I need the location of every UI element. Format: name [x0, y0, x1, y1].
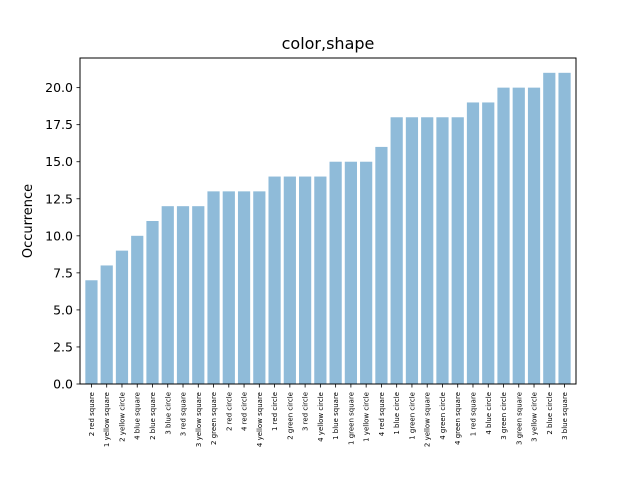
- bar-31: [543, 72, 556, 384]
- x-tick-label: 3 blue square: [561, 392, 569, 440]
- bar-9: [207, 191, 220, 384]
- bar-6: [161, 206, 174, 384]
- x-tick-label: 2 green circle: [286, 392, 294, 440]
- x-tick-label: 3 red circle: [302, 392, 310, 431]
- y-tick-label: 7.5: [53, 265, 73, 280]
- x-tick-label: 2 red circle: [225, 392, 233, 431]
- y-tick-label: 0.0: [53, 377, 73, 392]
- bar-1: [85, 280, 98, 384]
- bar-27: [482, 102, 495, 384]
- bar-16: [314, 176, 327, 384]
- bars-group: [85, 72, 571, 385]
- y-tick-label: 17.5: [45, 117, 73, 132]
- x-tick-label: 3 green square: [515, 392, 523, 445]
- bar-19: [360, 161, 373, 384]
- x-tick-label: 4 red square: [378, 392, 386, 436]
- y-tick-label: 2.5: [53, 339, 73, 354]
- y-tick-label: 15.0: [45, 154, 73, 169]
- x-tick-label: 4 blue circle: [485, 392, 493, 435]
- y-tick-label: 20.0: [45, 80, 73, 95]
- bar-28: [497, 87, 510, 384]
- bar-22: [405, 117, 419, 385]
- x-tick-label: 2 green square: [210, 392, 218, 445]
- x-tick-label: 1 blue circle: [393, 392, 401, 435]
- x-tick-label: 1 red square: [469, 392, 477, 436]
- y-tick-label: 5.0: [53, 302, 73, 317]
- x-tick-label: 2 yellow square: [424, 392, 432, 447]
- x-tick-label: 1 green square: [347, 392, 355, 445]
- bar-29: [512, 87, 525, 384]
- bar-14: [283, 176, 296, 384]
- y-axis-ticks: 0.0 2.5 5.0 7.5 10.0 12.5 15.0 17.5 20.0: [45, 80, 80, 392]
- x-tick-label: 4 yellow square: [256, 392, 264, 447]
- x-tick-label: 3 blue circle: [164, 392, 172, 435]
- x-tick-label: 4 green square: [454, 392, 462, 445]
- chart-title: color,shape: [282, 34, 375, 53]
- x-tick-label: 2 yellow circle: [118, 392, 126, 442]
- x-tick-label: 4 yellow circle: [317, 392, 325, 442]
- bar-15: [299, 176, 312, 384]
- bar-8: [192, 206, 205, 384]
- x-tick-label: 4 blue square: [134, 392, 142, 440]
- plot-frame: [79, 57, 577, 385]
- bar-18: [344, 161, 357, 384]
- bar-20: [375, 146, 388, 384]
- x-tick-label: 3 red square: [180, 392, 188, 436]
- bar-24: [436, 117, 449, 385]
- x-tick-label: 4 green circle: [439, 392, 447, 440]
- y-axis-title: Occurrence: [21, 184, 36, 258]
- bar-23: [421, 117, 434, 385]
- x-tick-label: 4 red circle: [241, 392, 249, 431]
- bar-13: [268, 176, 281, 384]
- bar-17: [329, 161, 342, 384]
- x-tick-label: 1 blue square: [332, 392, 340, 440]
- x-tick-label: 3 green circle: [500, 392, 508, 440]
- y-tick-label: 12.5: [45, 191, 73, 206]
- x-tick-label: 1 yellow square: [103, 392, 111, 447]
- bar-10: [222, 191, 235, 384]
- x-tick-label: 2 blue square: [149, 392, 157, 440]
- x-tick-label: 1 green circle: [408, 392, 416, 440]
- bar-4: [131, 235, 144, 384]
- y-tick-label: 10.0: [45, 228, 73, 243]
- x-tick-label: 1 red circle: [271, 392, 279, 431]
- bar-26: [466, 102, 480, 384]
- x-tick-label: 1 yellow circle: [363, 392, 371, 442]
- bar-11: [237, 191, 251, 384]
- bar-32: [558, 72, 571, 384]
- bar-5: [146, 221, 159, 384]
- x-axis-ticks: 2 red square 1 yellow square 2 yellow circ…: [88, 384, 569, 447]
- x-tick-label: 3 yellow square: [195, 392, 203, 447]
- bar-12: [253, 191, 266, 384]
- bar-7: [176, 206, 190, 384]
- x-tick-label: 2 blue circle: [546, 392, 554, 435]
- x-tick-label: 2 red square: [88, 392, 96, 436]
- bar-3: [115, 250, 129, 384]
- x-tick-label: 3 yellow circle: [531, 392, 539, 442]
- bar-25: [451, 117, 464, 385]
- bar-21: [390, 117, 403, 385]
- bar-2: [100, 265, 113, 384]
- bar-30: [527, 87, 541, 384]
